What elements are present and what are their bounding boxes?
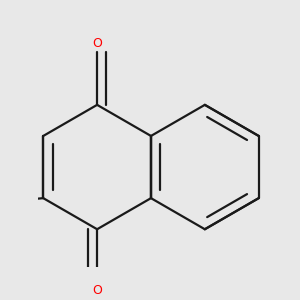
Text: O: O — [92, 37, 102, 50]
Text: O: O — [92, 284, 102, 297]
